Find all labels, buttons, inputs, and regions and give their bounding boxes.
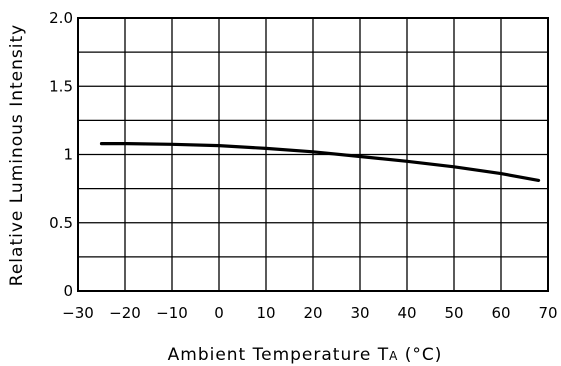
- x-tick-label: −30: [62, 304, 94, 322]
- x-tick-label: 30: [350, 304, 369, 322]
- x-tick-label: 40: [397, 304, 416, 322]
- plot-frame: [77, 17, 549, 292]
- y-tick-label: 1: [63, 146, 73, 164]
- x-tick-label: −20: [109, 304, 141, 322]
- x-tick-label: 0: [214, 304, 224, 322]
- x-tick-label: 10: [256, 304, 275, 322]
- x-tick-labels: −30 −20 −10 0 10 20 30 40 50 60 70: [62, 304, 557, 322]
- series-line: [99, 142, 541, 182]
- y-tick-labels: 0 0.5 1 1.5 2.0: [49, 9, 73, 300]
- y-tick-label: 2.0: [49, 9, 73, 27]
- x-tick-label: 70: [538, 304, 557, 322]
- y-axis-label: Relative Luminous Intensity: [7, 24, 27, 286]
- x-tick-label: −10: [156, 304, 188, 322]
- grid: [77, 17, 549, 292]
- x-tick-label: 50: [444, 304, 463, 322]
- x-tick-label: 60: [491, 304, 510, 322]
- y-tick-label: 1.5: [49, 77, 73, 95]
- x-tick-label: 20: [303, 304, 322, 322]
- y-tick-label: 0: [63, 282, 73, 300]
- y-tick-label: 0.5: [49, 214, 73, 232]
- x-axis-label: Ambient Temperature TA (°C): [168, 345, 443, 365]
